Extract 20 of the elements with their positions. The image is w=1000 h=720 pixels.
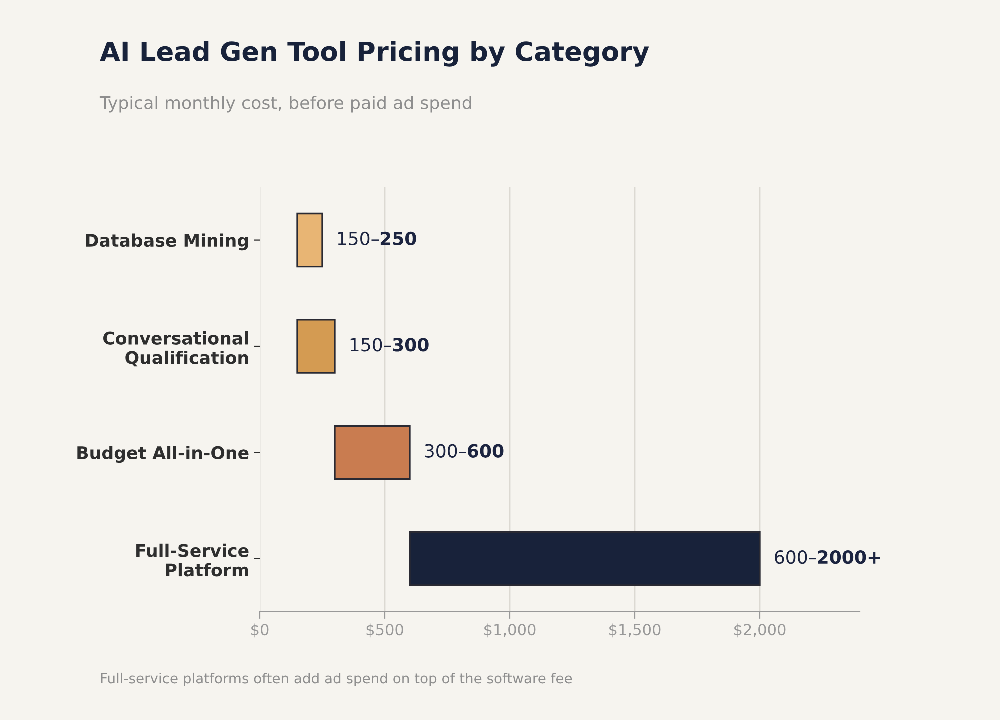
chart-subtitle: Typical monthly cost, before paid ad spend	[100, 96, 472, 113]
x-tick-label: $0	[252, 624, 269, 638]
y-tick-label: Database Mining	[86, 234, 248, 251]
x-tick-label: $1,500	[610, 624, 661, 638]
data-label: 300–600	[425, 444, 504, 458]
data-label: 150–300	[350, 338, 429, 352]
x-tick-label: $2,000	[734, 624, 786, 638]
data-label: 600–2000+	[775, 550, 880, 564]
bar	[296, 212, 324, 268]
x-tick-label: $500	[366, 624, 404, 638]
chart-title: AI Lead Gen Tool Pricing by Category	[100, 41, 650, 67]
y-tick-label: Full-Service Platform	[136, 544, 249, 577]
bar	[296, 319, 336, 374]
bar	[334, 425, 411, 480]
y-tick-label: Conversational Qualification	[104, 332, 248, 367]
text: Full-service platforms often add ad spend on top of the software fee	[101, 672, 572, 686]
bar	[409, 532, 761, 586]
y-tick-label: Budget All-in-One	[78, 446, 249, 464]
data-label: 150–250	[338, 232, 416, 246]
x-tick-label: $1,000	[484, 624, 536, 638]
